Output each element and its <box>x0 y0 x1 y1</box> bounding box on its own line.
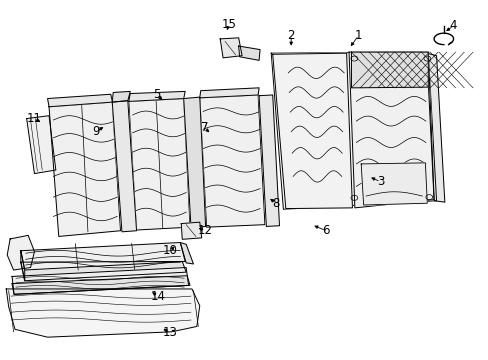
Polygon shape <box>238 46 260 60</box>
Polygon shape <box>21 251 25 281</box>
Polygon shape <box>180 243 193 264</box>
Text: 9: 9 <box>92 125 100 138</box>
Polygon shape <box>112 101 136 232</box>
Polygon shape <box>200 95 264 227</box>
Text: 3: 3 <box>376 175 384 188</box>
Polygon shape <box>348 52 433 208</box>
Text: 2: 2 <box>287 29 294 42</box>
Polygon shape <box>351 52 427 88</box>
Polygon shape <box>271 52 436 209</box>
Polygon shape <box>12 276 190 294</box>
Polygon shape <box>128 91 185 102</box>
Polygon shape <box>12 267 188 294</box>
Text: 14: 14 <box>150 289 165 303</box>
Polygon shape <box>21 243 185 270</box>
Polygon shape <box>361 163 427 205</box>
Text: 1: 1 <box>354 29 362 42</box>
Polygon shape <box>6 289 200 337</box>
Polygon shape <box>128 99 190 230</box>
Text: 12: 12 <box>198 224 213 237</box>
Polygon shape <box>200 88 259 98</box>
Polygon shape <box>183 97 205 228</box>
Text: 13: 13 <box>163 327 178 339</box>
Polygon shape <box>272 53 352 208</box>
Polygon shape <box>259 95 279 226</box>
Text: 11: 11 <box>27 112 42 125</box>
Polygon shape <box>220 38 242 58</box>
Polygon shape <box>112 91 130 102</box>
Text: 4: 4 <box>449 19 456 32</box>
Text: 6: 6 <box>322 224 329 237</box>
Polygon shape <box>426 53 444 202</box>
Text: 15: 15 <box>221 18 236 31</box>
Polygon shape <box>21 261 186 281</box>
Polygon shape <box>47 94 112 107</box>
Text: 10: 10 <box>163 244 178 257</box>
Polygon shape <box>7 235 34 270</box>
Polygon shape <box>49 102 120 237</box>
Text: 7: 7 <box>201 121 208 134</box>
Text: 5: 5 <box>153 88 161 101</box>
Polygon shape <box>181 222 201 239</box>
Text: 8: 8 <box>272 197 279 210</box>
Polygon shape <box>27 116 56 174</box>
